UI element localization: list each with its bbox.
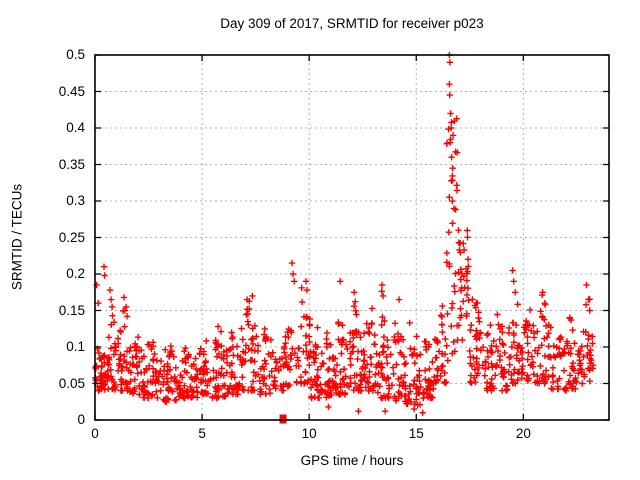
x-tick-label: 10 (301, 426, 317, 441)
y-tick-label: 0.5 (66, 47, 85, 62)
y-tick-label: 0.25 (58, 229, 85, 245)
y-tick-label: 0.45 (58, 83, 85, 99)
scatter-points (92, 51, 597, 416)
y-tick-label: 0.4 (66, 120, 85, 135)
x-tick-label: 0 (91, 426, 99, 441)
y-tick-label: 0.35 (58, 156, 85, 172)
zero-value-marker (279, 414, 287, 424)
y-tick-label: 0.2 (66, 266, 85, 281)
y-tick-label: 0.3 (66, 193, 85, 208)
x-tick-label: 20 (515, 426, 531, 441)
y-tick-label: 0 (77, 412, 85, 427)
x-tick-label: 15 (408, 426, 424, 441)
chart-title: Day 309 of 2017, SRMTID for receiver p02… (220, 16, 484, 31)
x-tick-label: 5 (198, 426, 206, 441)
y-tick-label: 0.05 (58, 375, 85, 391)
y-tick-label: 0.15 (58, 302, 85, 318)
x-axis-label: GPS time / hours (300, 453, 404, 468)
plot-border (94, 54, 610, 421)
y-tick-label: 0.1 (66, 339, 85, 354)
